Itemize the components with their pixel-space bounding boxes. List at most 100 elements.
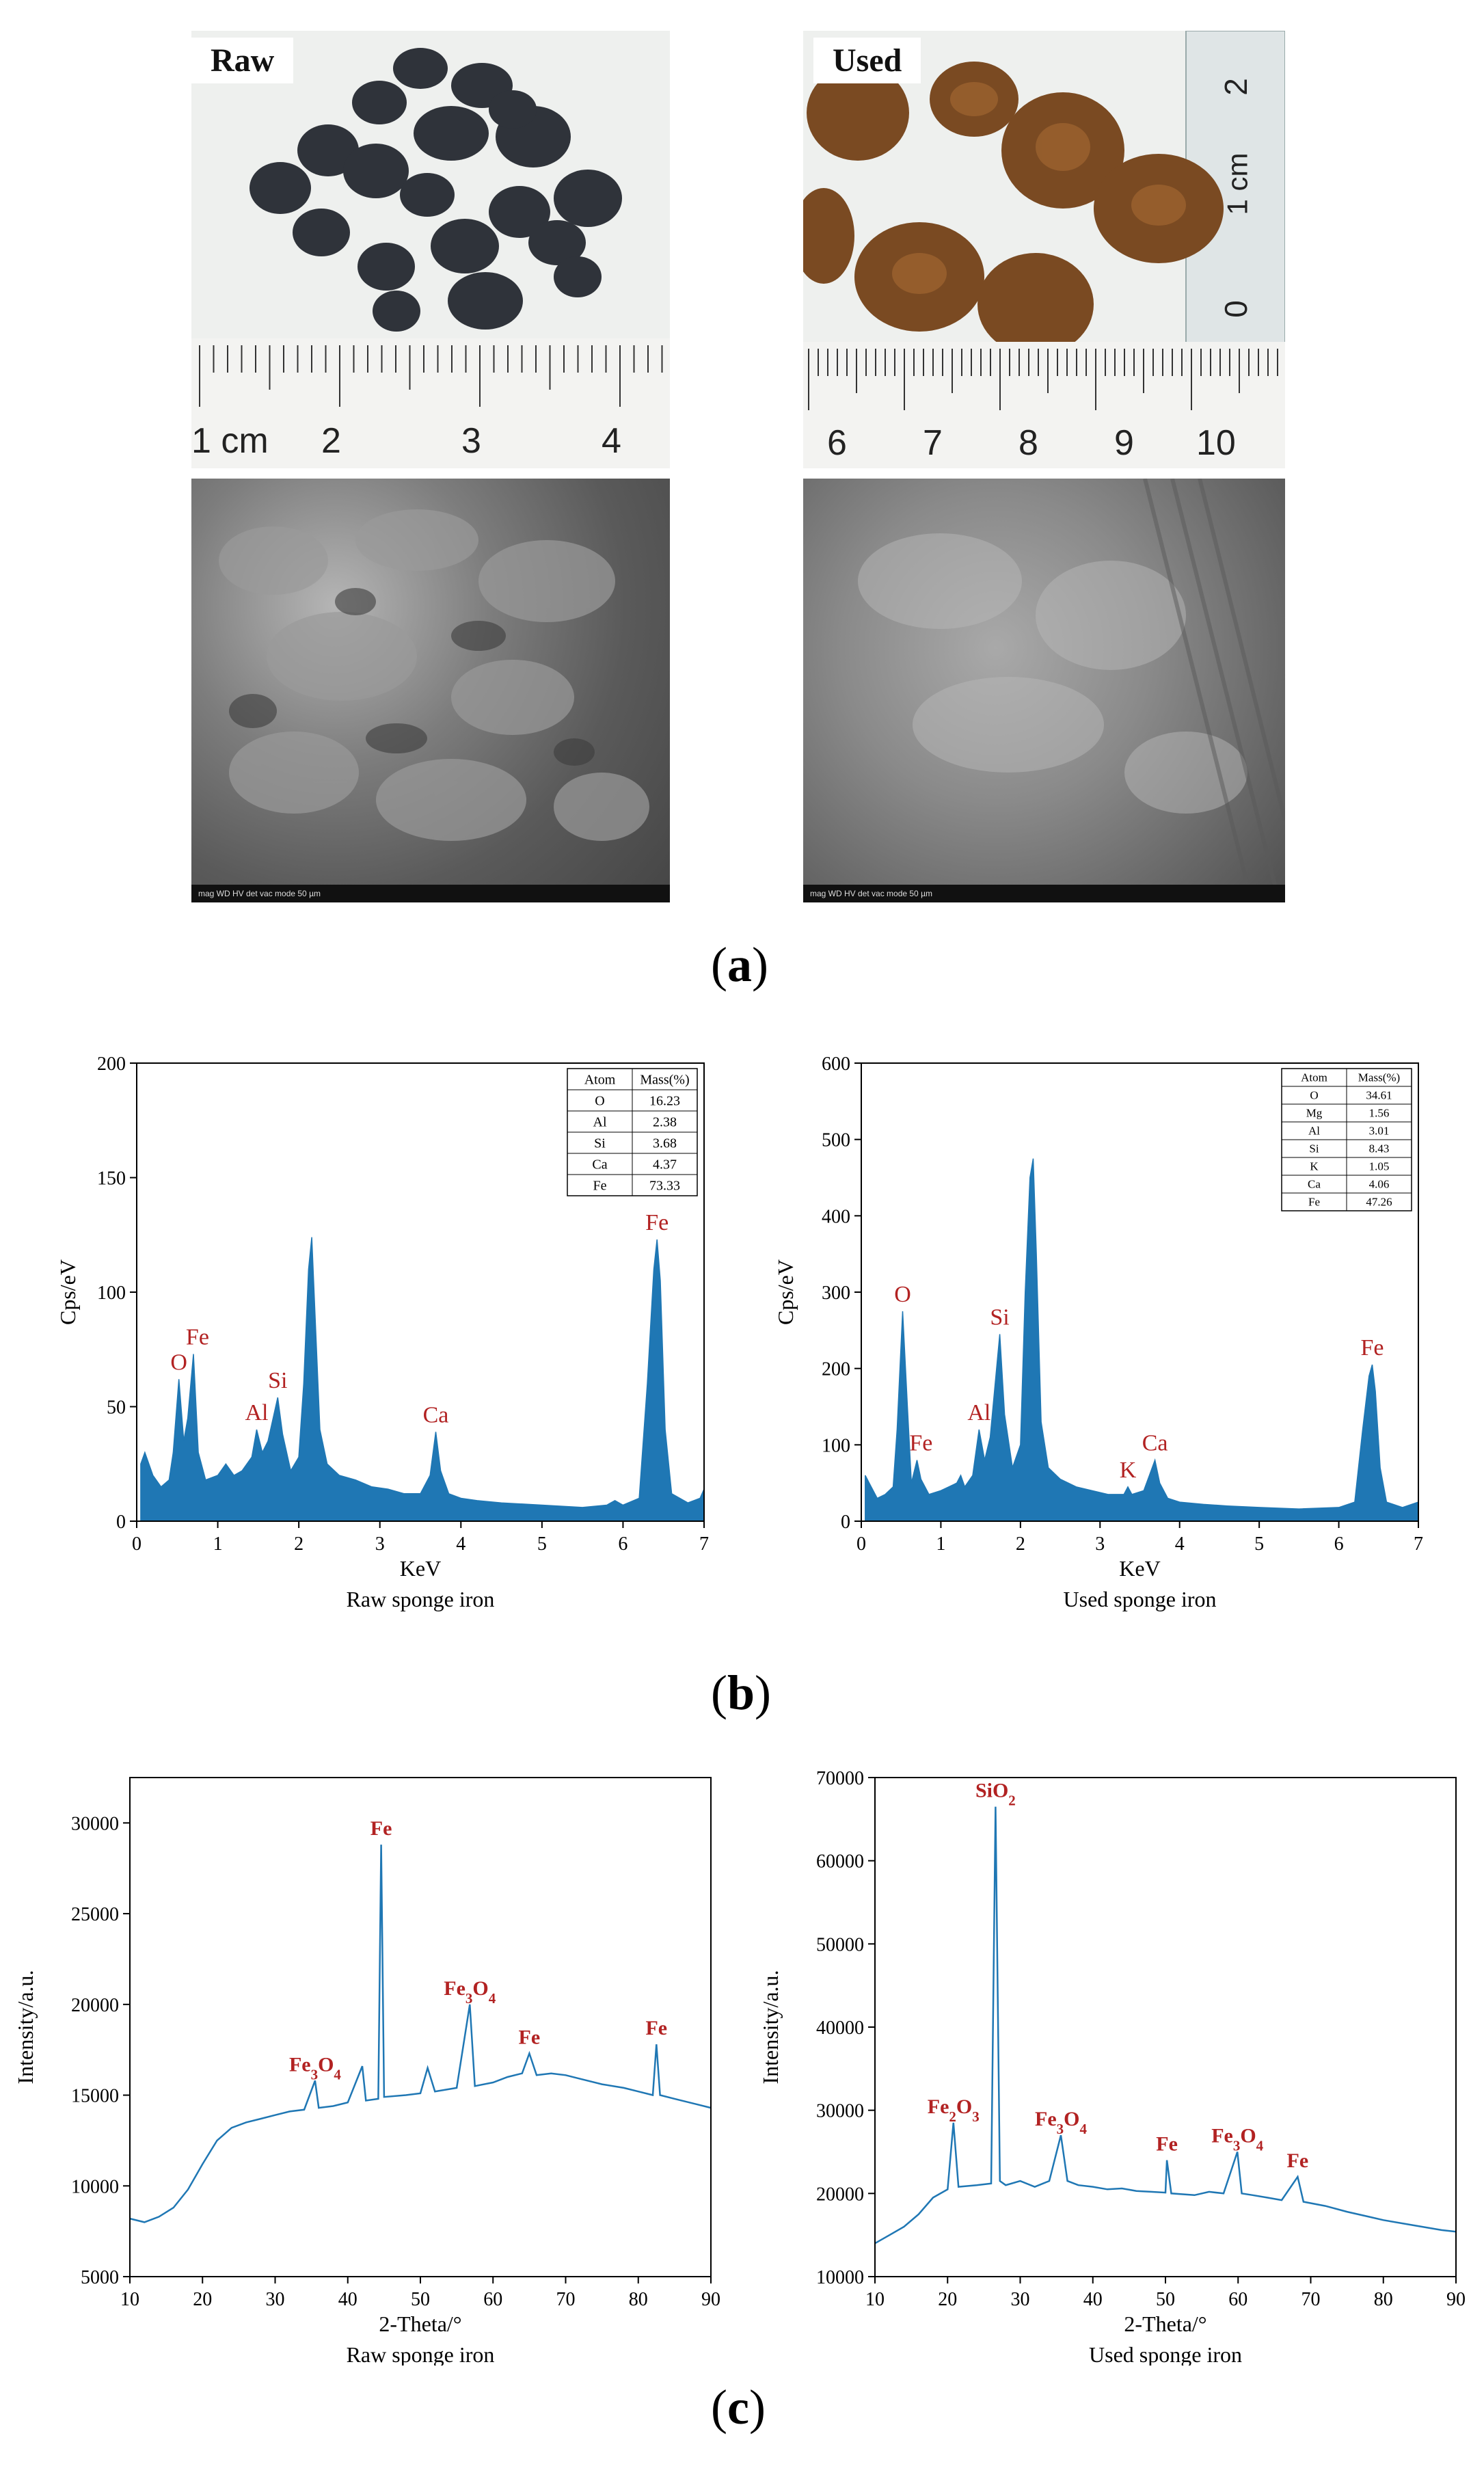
peak-label: Al <box>967 1400 990 1425</box>
composition-table: Atom Mass(%) O 34.61 Mg 1.56 Al 3.01 Si 8.43 K 1.05… <box>1281 1068 1412 1211</box>
y-tick-label: 200 <box>822 1359 850 1380</box>
x-tick-label: 0 <box>132 1533 141 1555</box>
table-cell: 4.37 <box>653 1157 677 1172</box>
x-axis-label: 2-Theta/° <box>379 2312 461 2336</box>
used-ruler-num: 10 <box>1196 423 1236 463</box>
x-tick-label: 20 <box>938 2289 957 2310</box>
table-cell: O <box>595 1093 604 1108</box>
plot-frame <box>129 1777 712 2277</box>
peak-label: Si <box>268 1368 287 1393</box>
table-cell: 34.61 <box>1366 1089 1392 1102</box>
y-tick-label: 100 <box>97 1283 126 1304</box>
x-tick-label: 4 <box>1175 1533 1185 1555</box>
x-tick-label: 3 <box>1095 1533 1105 1555</box>
x-tick-label: 7 <box>1414 1533 1423 1555</box>
x-tick-label: 80 <box>629 2289 648 2310</box>
y-axis-label: Cps/eV <box>773 1259 798 1325</box>
x-tick-label: 0 <box>856 1533 866 1555</box>
y-tick-label: 500 <box>822 1130 850 1151</box>
table-cell: Mass(%) <box>640 1072 689 1087</box>
used-ruler-num: 8 <box>1018 423 1038 463</box>
peak-label: Fe <box>1360 1335 1384 1361</box>
y-tick-label: 30000 <box>816 2101 864 2122</box>
y-tick-label: 30000 <box>71 1813 119 1834</box>
used-ruler-num: 6 <box>827 423 847 463</box>
peak-label: K <box>1120 1458 1137 1483</box>
x-axis-label: 2-Theta/° <box>1124 2312 1206 2336</box>
x-tick-label: 10 <box>120 2289 139 2310</box>
panel-a: Raw 1 cm 2 3 4 <box>0 0 1484 1039</box>
table-cell: 16.23 <box>649 1093 680 1108</box>
peak-label: Fe3O4 <box>444 1977 496 2007</box>
chart-title: Raw sponge iron <box>347 1587 495 1611</box>
x-tick-label: 20 <box>193 2289 212 2310</box>
peak-label: Fe <box>1287 2149 1309 2172</box>
peak-label: Ca <box>423 1402 449 1428</box>
x-tick-label: 7 <box>699 1533 709 1555</box>
x-tick-label: 50 <box>1156 2289 1175 2310</box>
table-cell: 3.68 <box>653 1136 677 1151</box>
x-tick-label: 1 <box>213 1533 223 1555</box>
table-cell: 1.56 <box>1369 1107 1390 1120</box>
x-tick-label: 5 <box>537 1533 547 1555</box>
table-cell: Ca <box>1308 1178 1321 1191</box>
table-cell: K <box>1310 1160 1319 1173</box>
y-tick-label: 400 <box>822 1206 850 1227</box>
y-tick-label: 60000 <box>816 1851 864 1873</box>
panel-a-caption: (a) <box>711 937 768 992</box>
table-cell: 47.26 <box>1366 1196 1392 1209</box>
table-cell: 4.06 <box>1369 1178 1390 1191</box>
x-tick-label: 70 <box>1301 2289 1321 2310</box>
used-particles-illustration <box>803 31 1285 373</box>
x-tick-label: 40 <box>338 2289 357 2310</box>
sem-image-raw: mag WD HV det vac mode 50 µm <box>191 479 670 902</box>
raw-ruler-num: 4 <box>602 421 621 461</box>
raw-particles-illustration <box>249 48 622 332</box>
x-tick-label: 4 <box>456 1533 466 1555</box>
used-vertical-ruler-num: 2 <box>1217 78 1254 96</box>
y-tick-label: 300 <box>822 1283 850 1304</box>
peak-label: Fe3O4 <box>1211 2125 1263 2154</box>
y-tick-label: 20000 <box>816 2184 864 2205</box>
table-cell: 8.43 <box>1369 1142 1390 1155</box>
x-tick-label: 30 <box>1011 2289 1030 2310</box>
peak-label: Si <box>990 1304 1009 1330</box>
table-cell: 2.38 <box>653 1114 677 1129</box>
table-cell: Mass(%) <box>1358 1071 1400 1084</box>
peak-label: Fe3O4 <box>1035 2108 1087 2137</box>
peak-label: O <box>894 1282 911 1307</box>
series-area <box>865 1158 1419 1522</box>
y-tick-label: 0 <box>116 1512 126 1533</box>
y-axis-label: Intensity/a.u. <box>13 1970 38 2084</box>
sem-raw-texture <box>219 509 649 841</box>
sem-used-info-bar: mag WD HV det vac mode 50 µm <box>803 885 1285 902</box>
x-tick-label: 6 <box>1334 1533 1344 1555</box>
series-line <box>874 1806 1457 2244</box>
x-tick-label: 90 <box>701 2289 720 2310</box>
x-axis-label: KeV <box>400 1556 441 1581</box>
xrd-used-chart: 10 20 30 40 50 60 70 80 90 10000 20000 30000 40000 50… <box>758 1768 1466 2366</box>
y-tick-label: 100 <box>822 1435 850 1456</box>
peak-label: Fe <box>909 1431 932 1456</box>
series-area <box>140 1237 705 1522</box>
x-tick-label: 6 <box>618 1533 628 1555</box>
y-tick-label: 25000 <box>71 1904 119 1925</box>
peak-label: O <box>170 1350 187 1375</box>
y-tick-label: 5000 <box>81 2267 119 2288</box>
peak-label: Fe <box>645 2017 667 2039</box>
x-tick-label: 2 <box>1016 1533 1025 1555</box>
used-label: Used <box>813 38 921 83</box>
y-tick-label: 150 <box>97 1168 126 1190</box>
table-cell: Fe <box>1308 1196 1320 1209</box>
chart-title: Used sponge iron <box>1064 1587 1217 1611</box>
raw-ruler-ticks <box>199 345 663 407</box>
x-tick-label: 10 <box>865 2289 885 2310</box>
composition-table: Atom Mass(%) O 16.23 Al 2.38 Si 3.68 Ca 4.37 Fe 73.… <box>567 1068 698 1196</box>
table-cell: Atom <box>1301 1071 1327 1084</box>
peak-label: Fe <box>370 1817 392 1840</box>
x-tick-label: 3 <box>375 1533 385 1555</box>
peak-label: Fe <box>186 1324 209 1350</box>
peak-label: Fe <box>1156 2133 1178 2156</box>
y-axis-label: Cps/eV <box>55 1259 80 1325</box>
peak-label: Ca <box>1142 1431 1168 1456</box>
